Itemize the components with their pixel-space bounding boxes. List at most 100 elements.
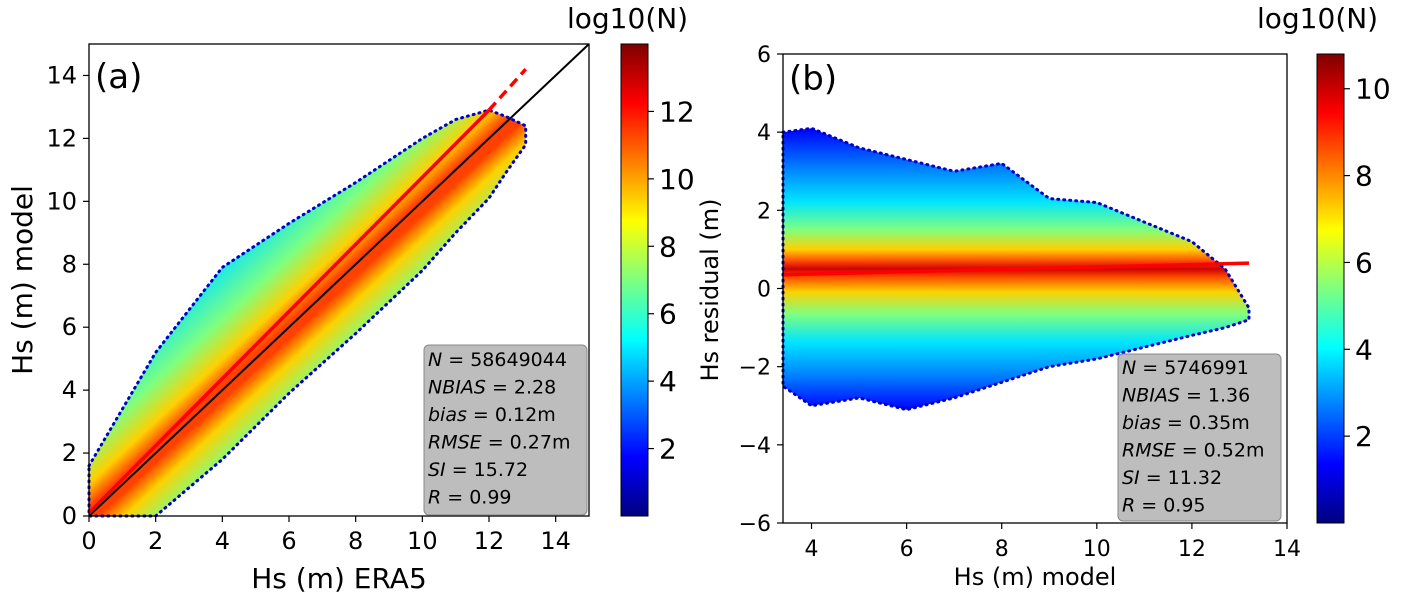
stats-key: NBIAS — [428, 377, 486, 399]
stats-value: = 0.95 — [1135, 495, 1205, 517]
panel-label-a: (a) — [95, 57, 142, 97]
colorbar-a: 2 4 6 8 10 12 log10(N) — [567, 2, 695, 517]
x-tick-label: 2 — [148, 527, 163, 555]
panel-a: 0 2 4 6 8 10 12 14 0 2 4 6 8 10 12 14 (a) Hs (m) ERA5 H… — [6, 43, 590, 593]
colorbar-gradient-b — [1317, 54, 1344, 523]
y-tick-label: −6 — [739, 512, 771, 537]
stats-box-b: N = 5746991 NBIAS = 1.36 bias = 0.35m RMSE … — [1117, 353, 1282, 522]
stats-line: SI = 15.72 — [428, 459, 528, 481]
x-tick-label: 10 — [407, 527, 438, 555]
y-tick-label: 4 — [757, 121, 771, 146]
x-tick-label: 12 — [474, 527, 505, 555]
colorbar-tick-label: 12 — [659, 95, 695, 128]
colorbar-label-a: log10(N) — [567, 2, 688, 35]
colorbar-tick-label: 10 — [659, 163, 695, 196]
stats-line: RMSE = 0.27m — [428, 432, 570, 454]
stats-line: bias = 0.12m — [428, 404, 556, 426]
colorbar-tick-label: 10 — [1355, 73, 1391, 106]
colorbar-b: 2 4 6 8 10 log10(N) — [1257, 2, 1391, 524]
stats-value: = 15.72 — [446, 459, 528, 481]
stats-line: N = 58649044 — [428, 349, 567, 371]
stats-value: = 11.32 — [1140, 467, 1222, 489]
stats-key: bias — [428, 404, 467, 426]
axis-ticks-a: 0 2 4 6 8 10 12 14 0 2 4 6 8 10 12 14 — [46, 61, 570, 555]
density-band — [87, 108, 528, 518]
stats-value: = 0.99 — [441, 487, 511, 509]
y-tick-label: 12 — [46, 124, 77, 152]
stats-line: N = 5746991 — [1122, 357, 1249, 379]
y-tick-label: 4 — [62, 376, 77, 404]
x-tick-label: 14 — [540, 527, 571, 555]
stats-key: R — [428, 487, 441, 509]
colorbar-ticks-b: 2 4 6 8 10 — [1344, 73, 1391, 453]
y-tick-label: 14 — [46, 61, 77, 89]
y-axis-label-b: Hs residual (m) — [696, 198, 724, 381]
y-tick-label: 8 — [62, 250, 77, 278]
stats-line: RMSE = 0.52m — [1122, 440, 1264, 462]
stats-line: SI = 11.32 — [1122, 467, 1222, 489]
stats-key: bias — [1122, 412, 1161, 434]
colorbar-tick-label: 8 — [659, 230, 677, 263]
colorbar-tick-label: 6 — [1355, 246, 1373, 279]
series-line — [487, 68, 528, 112]
stats-key: N — [1122, 357, 1136, 379]
stats-value: = 0.27m — [482, 432, 571, 454]
colorbar-ticks-a: 2 4 6 8 10 12 — [648, 95, 695, 466]
colorbar-tick-label: 4 — [1355, 333, 1373, 366]
stats-box-a: N = 58649044 NBIAS = 2.28 bias = 0.12m RMSE… — [423, 344, 588, 516]
stats-box-bg-b — [1117, 353, 1282, 522]
stats-value: = 58649044 — [442, 349, 567, 371]
panel-b: 4 6 8 10 12 14 −6 −4 −2 0 2 4 6 (b) Hs (m) model Hs … — [696, 43, 1301, 591]
x-tick-label: 10 — [1083, 537, 1111, 562]
stats-key: N — [428, 349, 442, 371]
y-tick-label: 10 — [46, 187, 77, 215]
stats-box-bg-a — [423, 344, 588, 516]
x-tick-label: 0 — [81, 527, 96, 555]
stats-value: = 0.12m — [467, 404, 556, 426]
x-axis-label-b: Hs (m) model — [954, 563, 1117, 591]
x-tick-label: 6 — [900, 537, 914, 562]
x-tick-label: 8 — [995, 537, 1009, 562]
y-axis-label-a: Hs (m) model — [6, 185, 39, 375]
y-tick-label: −4 — [739, 434, 771, 459]
series-line — [87, 108, 491, 515]
plot-frame-a — [88, 43, 590, 517]
stats-line: bias = 0.35m — [1122, 412, 1250, 434]
y-tick-label: 0 — [62, 502, 77, 530]
colorbar-label-b: log10(N) — [1257, 2, 1378, 35]
series-line — [88, 43, 590, 517]
fit-lines-b — [782, 261, 1250, 277]
colorbar-tick-label: 2 — [659, 433, 677, 466]
y-tick-label: 6 — [757, 43, 771, 68]
stats-key: SI — [1122, 467, 1140, 489]
plot-frame-b — [782, 53, 1288, 524]
colorbar-tick-label: 8 — [1355, 160, 1373, 193]
stats-key: RMSE — [1122, 440, 1176, 462]
stats-value: = 0.35m — [1161, 412, 1250, 434]
colorbar-tick-label: 6 — [659, 298, 677, 331]
colorbar-tick-label: 4 — [659, 365, 677, 398]
stats-line: R = 0.95 — [1122, 495, 1206, 517]
colorbar-frame-b — [1316, 53, 1345, 524]
stats-value: = 0.52m — [1176, 440, 1265, 462]
stats-key: NBIAS — [1122, 385, 1180, 407]
panel-label-b: (b) — [789, 59, 837, 99]
series-line — [782, 261, 1250, 277]
stats-key: SI — [428, 459, 446, 481]
x-tick-label: 4 — [215, 527, 230, 555]
colorbar-tick-label: 2 — [1355, 420, 1373, 453]
density-band-a — [87, 108, 528, 518]
stats-line: NBIAS = 2.28 — [428, 377, 556, 399]
y-tick-label: 2 — [757, 199, 771, 224]
x-axis-label-a: Hs (m) ERA5 — [251, 562, 427, 593]
stats-lines-a: N = 58649044 NBIAS = 2.28 bias = 0.12m RMSE… — [428, 349, 570, 509]
stats-value: = 2.28 — [486, 377, 556, 399]
x-tick-label: 14 — [1273, 537, 1301, 562]
x-tick-label: 6 — [281, 527, 296, 555]
x-tick-label: 12 — [1178, 537, 1206, 562]
y-tick-label: 0 — [757, 278, 771, 303]
stats-value: = 5746991 — [1136, 357, 1249, 379]
colorbar-gradient-a — [621, 44, 648, 516]
x-tick-label: 8 — [348, 527, 363, 555]
